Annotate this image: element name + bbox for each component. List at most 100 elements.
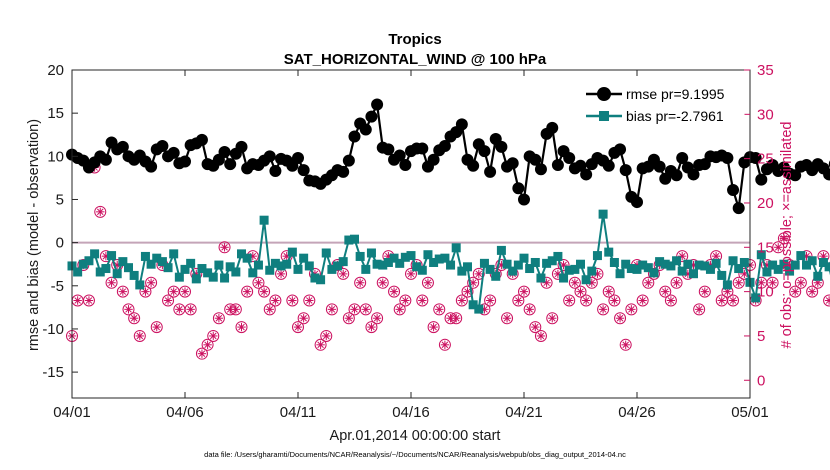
- series-rmse: [66, 98, 830, 215]
- obs-possible-marker: [823, 294, 830, 307]
- rmse-point: [512, 182, 525, 195]
- legend-marker-rmse: [597, 87, 611, 101]
- bias-point: [310, 273, 320, 283]
- obs-possible-marker: [563, 294, 576, 307]
- obs-possible-marker: [195, 347, 208, 360]
- bias-point: [129, 270, 139, 280]
- bias-point: [152, 253, 162, 263]
- bias-point: [739, 257, 749, 267]
- rmse-point: [676, 152, 689, 165]
- obs-possible-marker: [337, 267, 350, 280]
- rmse-point: [365, 110, 378, 123]
- obs-assimilated-marker: [305, 296, 314, 305]
- bias-point: [321, 248, 331, 258]
- obs-possible-marker: [122, 303, 135, 316]
- obs-possible-marker: [574, 285, 587, 298]
- obs-possible-marker: [438, 338, 451, 351]
- bias-point: [282, 259, 292, 269]
- rmse-point: [167, 146, 180, 159]
- bias-point: [118, 257, 128, 267]
- obs-possible-marker: [597, 303, 610, 316]
- obs-possible-marker: [286, 294, 299, 307]
- rmse-point: [263, 150, 276, 163]
- obs-assimilated-marker: [169, 287, 178, 296]
- bias-point: [434, 254, 444, 264]
- rmse-point: [574, 159, 587, 172]
- obs-assimilated-marker: [73, 296, 82, 305]
- obs-assimilated-marker: [271, 296, 280, 305]
- obs-possible-marker: [455, 294, 468, 307]
- bias-point: [186, 258, 196, 268]
- obs-possible-marker: [540, 276, 553, 289]
- bias-point: [677, 266, 687, 276]
- legend-box: [579, 77, 745, 131]
- obs-possible-marker: [602, 285, 615, 298]
- obs-possible-marker: [184, 303, 197, 316]
- bias-point: [304, 261, 314, 271]
- obs-possible-marker: [252, 276, 265, 289]
- obs-assimilated-marker: [791, 287, 800, 296]
- obs-assimilated-marker: [446, 314, 455, 323]
- bias-point: [824, 262, 830, 272]
- bias-point: [316, 275, 326, 285]
- obs-assimilated-marker: [666, 296, 676, 305]
- rmse-point: [145, 160, 158, 173]
- bias-point: [496, 245, 506, 255]
- obs-assimilated-marker: [452, 314, 461, 323]
- obs-assimilated-marker: [129, 314, 139, 323]
- rmse-point: [721, 152, 734, 165]
- bias-point: [406, 251, 416, 261]
- rmse-point: [427, 153, 440, 166]
- obs-possible-marker: [145, 276, 158, 289]
- rmse-point: [732, 202, 745, 215]
- bias-point: [576, 259, 585, 269]
- bias-point: [259, 215, 269, 225]
- bias-point: [525, 264, 535, 274]
- obs-assimilated-marker: [146, 278, 156, 287]
- obs-possible-marker: [201, 338, 214, 351]
- obs-possible-marker: [659, 285, 672, 298]
- obs-possible-marker: [461, 285, 474, 298]
- bias-point: [666, 261, 676, 271]
- obs-assimilated-marker: [423, 278, 433, 287]
- bias-point: [621, 259, 631, 269]
- bias-point: [451, 243, 461, 253]
- rmse-point: [218, 146, 231, 158]
- bias-point: [191, 274, 201, 284]
- bias-point: [598, 209, 608, 219]
- obs-possible-marker: [405, 267, 417, 280]
- bias-point: [361, 264, 371, 274]
- rmse-point: [438, 139, 451, 152]
- bias-point: [508, 266, 518, 276]
- bias-point: [604, 247, 614, 257]
- obs-assimilated-marker: [429, 322, 438, 332]
- bias-point: [446, 260, 456, 270]
- x-tick-label: 05/01: [731, 404, 769, 421]
- obs-assimilated-marker: [141, 287, 150, 296]
- y-tick-label: 15: [47, 105, 64, 122]
- rmse-point: [156, 139, 169, 152]
- bias-point: [813, 271, 823, 281]
- obs-possible-marker: [472, 267, 485, 280]
- obs-possible-marker: [320, 329, 333, 342]
- rmse-point: [534, 163, 547, 176]
- obs-assimilated-marker: [531, 322, 540, 332]
- legend-marker-bias: [599, 111, 609, 121]
- obs-assimilated-marker: [440, 340, 450, 350]
- y-tick-label: -5: [51, 278, 64, 295]
- bias-point: [468, 300, 478, 310]
- bias-point: [768, 260, 778, 270]
- x-tick-label: 04/11: [280, 404, 316, 421]
- bias-point: [581, 275, 591, 285]
- obs-possible-marker: [116, 285, 129, 298]
- obs-possible-marker: [664, 294, 677, 307]
- obs-possible-marker: [359, 303, 372, 316]
- obs-assimilated-marker: [610, 296, 619, 305]
- obs-possible-marker: [772, 241, 785, 254]
- bias-point: [542, 258, 552, 268]
- bias-point: [333, 261, 343, 271]
- rmse-point: [382, 143, 395, 156]
- rmse-point: [619, 164, 632, 177]
- bias-point: [140, 251, 150, 261]
- bias-point: [485, 264, 495, 274]
